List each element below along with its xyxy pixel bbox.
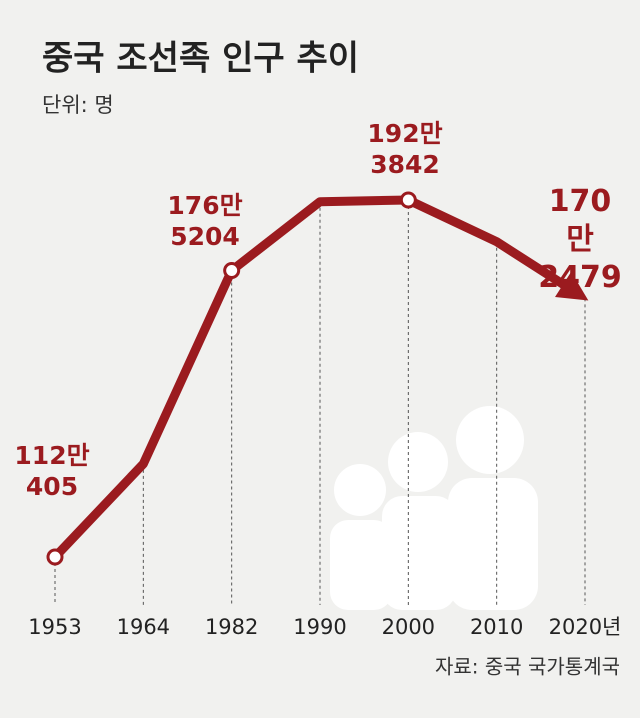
marker xyxy=(46,548,64,566)
x-tick-label: 1990 xyxy=(293,615,346,639)
people-silhouette xyxy=(330,406,538,610)
chart-title: 중국 조선족 인구 추이 xyxy=(42,39,359,79)
x-tick-label: 1953 xyxy=(28,615,81,639)
marker xyxy=(399,191,417,209)
value-label: 112만 405 xyxy=(14,441,90,501)
line xyxy=(51,195,571,561)
value-label: 176만 5204 xyxy=(167,191,243,251)
arrow-head xyxy=(555,271,589,301)
x-tick-label: 2000 xyxy=(382,615,435,639)
x-tick-label: 1982 xyxy=(205,615,258,639)
marker xyxy=(223,261,241,279)
unit-note: 단위: 명 xyxy=(42,93,114,117)
x-tick-label: 2020년 xyxy=(549,615,622,639)
source-note: 자료: 중국 국가통계국 xyxy=(435,655,620,679)
x-tick-label: 1964 xyxy=(117,615,170,639)
value-label: 170만 2479 xyxy=(538,184,622,295)
x-tick-label: 2010 xyxy=(470,615,523,639)
value-label: 192만 3842 xyxy=(367,119,443,179)
